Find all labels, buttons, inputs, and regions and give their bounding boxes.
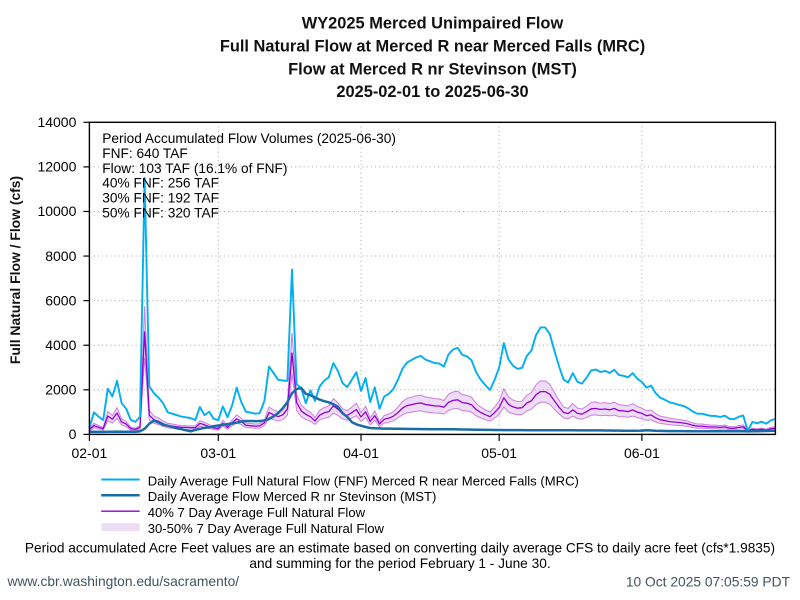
svg-text:and summing for the period Feb: and summing for the period February 1 - … (249, 556, 550, 571)
svg-text:02-01: 02-01 (71, 445, 107, 461)
svg-text:10 Oct 2025 07:05:59 PDT: 10 Oct 2025 07:05:59 PDT (626, 574, 791, 589)
svg-text:Period Accumulated Flow Volume: Period Accumulated Flow Volumes (2025-06… (102, 131, 396, 146)
svg-text:12000: 12000 (37, 159, 76, 175)
svg-text:0: 0 (69, 426, 77, 442)
svg-text:Daily Average Full Natural Flo: Daily Average Full Natural Flow (FNF) Me… (148, 473, 579, 488)
svg-text:50% FNF: 320 TAF: 50% FNF: 320 TAF (102, 206, 219, 221)
svg-text:www.cbr.washington.edu/sacrame: www.cbr.washington.edu/sacramento/ (7, 574, 240, 589)
svg-text:6000: 6000 (45, 292, 76, 308)
svg-text:Full Natural Flow / Flow (cfs): Full Natural Flow / Flow (cfs) (7, 176, 23, 364)
svg-text:FNF: 640 TAF: FNF: 640 TAF (102, 146, 187, 161)
svg-text:30% FNF: 192 TAF: 30% FNF: 192 TAF (102, 191, 219, 206)
svg-text:Period accumulated Acre Feet v: Period accumulated Acre Feet values are … (25, 541, 775, 556)
svg-text:Flow: 103 TAF (16.1% of FNF): Flow: 103 TAF (16.1% of FNF) (102, 161, 287, 176)
svg-text:2025-02-01 to 2025-06-30: 2025-02-01 to 2025-06-30 (336, 83, 528, 101)
svg-text:14000: 14000 (37, 114, 76, 130)
svg-text:WY2025 Merced Unimpaired Flow: WY2025 Merced Unimpaired Flow (302, 15, 564, 33)
svg-text:2000: 2000 (45, 382, 76, 398)
svg-text:05-01: 05-01 (481, 445, 517, 461)
svg-text:30-50% 7 Day Average Full Natu: 30-50% 7 Day Average Full Natural Flow (148, 521, 385, 536)
svg-text:8000: 8000 (45, 248, 76, 264)
svg-text:Daily Average Flow Merced R nr: Daily Average Flow Merced R nr Stevinson… (148, 489, 437, 504)
svg-text:40% FNF: 256 TAF: 40% FNF: 256 TAF (102, 176, 219, 191)
svg-text:Flow at Merced R nr Stevinson: Flow at Merced R nr Stevinson (MST) (288, 61, 577, 79)
svg-text:4000: 4000 (45, 337, 76, 353)
svg-text:10000: 10000 (37, 203, 76, 219)
svg-text:04-01: 04-01 (343, 445, 379, 461)
svg-text:Full Natural Flow at Merced R: Full Natural Flow at Merced R near Merce… (220, 38, 645, 56)
svg-text:40% 7 Day Average Full Natural: 40% 7 Day Average Full Natural Flow (148, 505, 366, 520)
svg-text:03-01: 03-01 (200, 445, 236, 461)
svg-text:06-01: 06-01 (624, 445, 660, 461)
